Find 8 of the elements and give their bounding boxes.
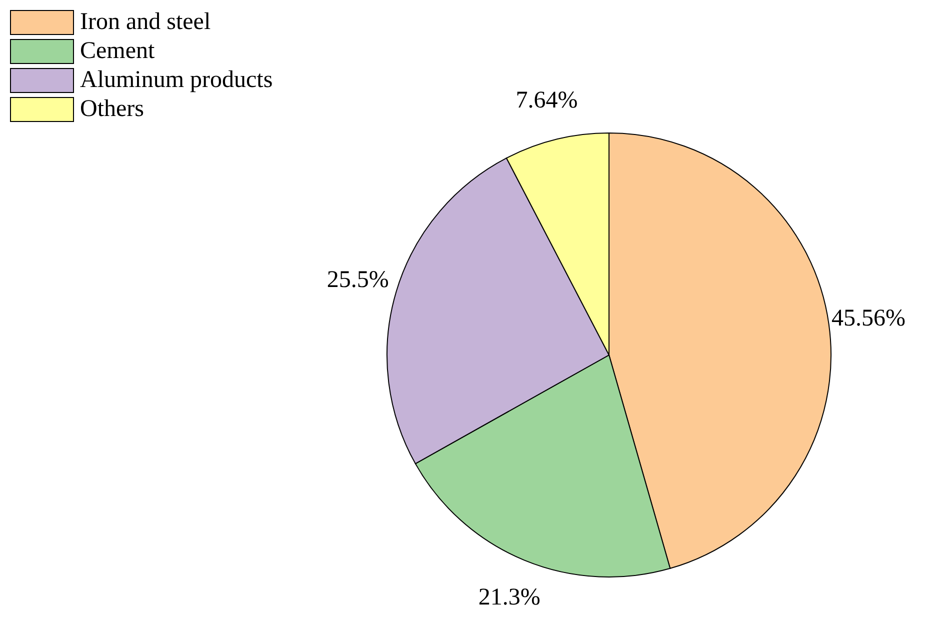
legend-label: Iron and steel — [80, 8, 211, 37]
legend-label: Cement — [80, 37, 155, 66]
data-label: 25.5% — [326, 267, 389, 294]
legend-label: Aluminum products — [80, 66, 273, 95]
data-label: 45.56% — [831, 306, 906, 332]
data-label: 7.64% — [516, 88, 578, 114]
legend-label: Others — [80, 95, 144, 124]
data-label: 21.3% — [478, 584, 540, 610]
